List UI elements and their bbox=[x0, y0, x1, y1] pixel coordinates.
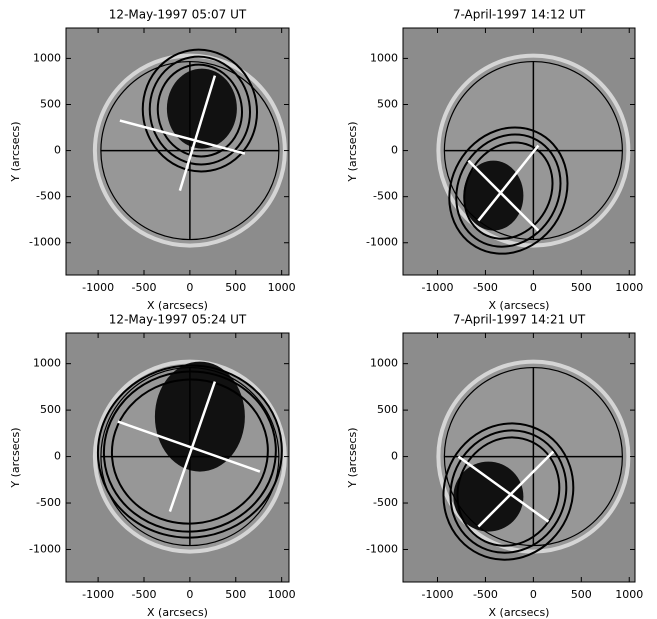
fit-ellipse bbox=[141, 48, 259, 173]
x-axis-label: X (arcsecs) bbox=[489, 606, 550, 619]
panel: 7-April-1997 14:21 UT X (arcsecs) Y (arcse… bbox=[346, 313, 643, 619]
fit-ellipse bbox=[449, 429, 568, 554]
dimming-region bbox=[166, 68, 237, 149]
y-tick-label: -1000 bbox=[366, 236, 398, 249]
x-tick-label: -1000 bbox=[82, 281, 114, 294]
x-tick-label: -500 bbox=[132, 281, 157, 294]
fit-ellipse bbox=[442, 422, 575, 561]
y-tick-label: 1000 bbox=[33, 51, 61, 64]
fit-ellipse bbox=[456, 436, 561, 547]
y-tick-label: -1000 bbox=[29, 236, 61, 249]
plot-frame bbox=[65, 332, 290, 583]
x-tick-label: -1000 bbox=[422, 281, 454, 294]
dimming-region bbox=[154, 361, 245, 472]
y-tick-label: -500 bbox=[373, 496, 398, 509]
x-axis-label: X (arcsecs) bbox=[489, 299, 550, 312]
plot-frame bbox=[402, 27, 636, 276]
y-tick-label: 500 bbox=[40, 403, 61, 416]
x-tick-label: 0 bbox=[530, 588, 537, 601]
x-tick-label: 1000 bbox=[268, 281, 296, 294]
panel-title: 7-April-1997 14:12 UT bbox=[453, 8, 586, 22]
y-tick-label: 500 bbox=[40, 97, 61, 110]
x-tick-label: -1000 bbox=[82, 588, 114, 601]
plot-frame bbox=[65, 27, 290, 276]
plot-frame bbox=[402, 332, 636, 583]
image bbox=[92, 359, 287, 554]
panel-title: 7-April-1997 14:21 UT bbox=[453, 313, 586, 327]
x-tick-label: 0 bbox=[530, 281, 537, 294]
y-tick-label: 0 bbox=[54, 144, 61, 157]
x-axis-label: X (arcsecs) bbox=[147, 299, 208, 312]
y-tick-label: 500 bbox=[377, 97, 398, 110]
x-tick-label: 1000 bbox=[268, 588, 296, 601]
fit-ellipse bbox=[455, 133, 562, 248]
x-tick-label: -500 bbox=[473, 588, 498, 601]
y-tick-label: -500 bbox=[36, 496, 61, 509]
fit-ellipse bbox=[102, 370, 277, 533]
fit-ellipse bbox=[96, 364, 283, 539]
y-tick-label: -1000 bbox=[29, 542, 61, 555]
panel: 12-May-1997 05:07 UT X (arcsecs) Y (arcsec… bbox=[9, 8, 296, 313]
x-tick-label: -500 bbox=[473, 281, 498, 294]
fit-ellipse bbox=[463, 141, 554, 240]
x-tick-label: 500 bbox=[225, 588, 246, 601]
axis-line bbox=[477, 144, 540, 222]
y-tick-label: 1000 bbox=[370, 357, 398, 370]
x-tick-label: -1000 bbox=[422, 588, 454, 601]
x-tick-label: 1000 bbox=[615, 281, 643, 294]
y-axis-label: Y (arcsecs) bbox=[9, 427, 22, 488]
axis-line bbox=[457, 455, 550, 523]
y-axis-label: Y (arcsecs) bbox=[9, 121, 22, 182]
x-tick-label: 500 bbox=[225, 281, 246, 294]
image bbox=[436, 359, 631, 561]
y-axis-label: Y (arcsecs) bbox=[346, 121, 359, 182]
y-tick-label: -500 bbox=[373, 190, 398, 203]
fit-ellipse bbox=[156, 63, 244, 158]
dimming-region bbox=[463, 160, 524, 231]
x-tick-label: 500 bbox=[571, 588, 592, 601]
panel-title: 12-May-1997 05:07 UT bbox=[109, 8, 247, 22]
dimming-region bbox=[453, 461, 524, 532]
y-tick-label: 500 bbox=[377, 403, 398, 416]
y-tick-label: 0 bbox=[54, 450, 61, 463]
axis-line bbox=[178, 75, 217, 191]
panel: 7-April-1997 14:12 UT X (arcsecs) Y (arcse… bbox=[346, 8, 643, 313]
fit-ellipse bbox=[110, 378, 269, 525]
y-axis-label: Y (arcsecs) bbox=[346, 427, 359, 488]
x-tick-label: 1000 bbox=[615, 588, 643, 601]
x-tick-label: 500 bbox=[571, 281, 592, 294]
axis-line bbox=[119, 119, 246, 155]
panel-title: 12-May-1997 05:24 UT bbox=[109, 313, 247, 327]
x-tick-label: -500 bbox=[132, 588, 157, 601]
y-tick-label: -1000 bbox=[366, 542, 398, 555]
image bbox=[436, 53, 631, 255]
fit-ellipse bbox=[448, 126, 569, 255]
x-axis-label: X (arcsecs) bbox=[147, 606, 208, 619]
axis-line bbox=[477, 450, 555, 528]
y-tick-label: 0 bbox=[391, 144, 398, 157]
y-tick-label: 0 bbox=[391, 450, 398, 463]
panel: 12-May-1997 05:24 UT X (arcsecs) Y (arcsec… bbox=[9, 313, 296, 619]
axis-line bbox=[117, 420, 261, 473]
x-tick-label: 0 bbox=[186, 588, 193, 601]
fit-ellipse bbox=[148, 55, 252, 166]
y-tick-label: 1000 bbox=[33, 357, 61, 370]
axis-line bbox=[467, 159, 540, 232]
x-tick-label: 0 bbox=[186, 281, 193, 294]
axis-line bbox=[168, 381, 217, 512]
y-tick-label: 1000 bbox=[370, 51, 398, 64]
y-tick-label: -500 bbox=[36, 190, 61, 203]
